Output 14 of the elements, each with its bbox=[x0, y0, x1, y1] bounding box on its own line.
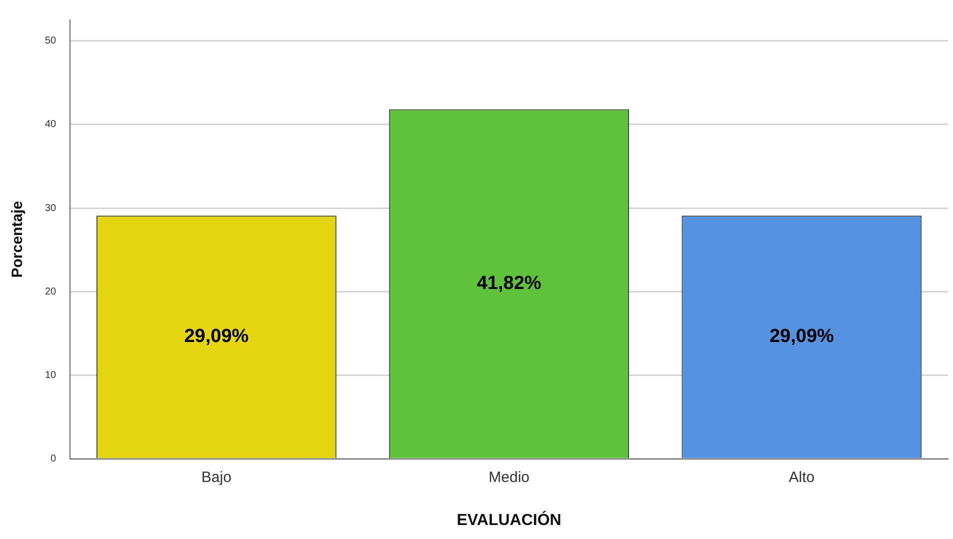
data-label: 29,09% bbox=[184, 326, 249, 348]
x-axis-title: EVALUACIÓN bbox=[456, 510, 562, 529]
y-tick-label: 20 bbox=[45, 286, 57, 298]
y-tick-label: 50 bbox=[45, 36, 57, 47]
data-label: 41,82% bbox=[476, 272, 542, 294]
y-tick-label: 0 bbox=[50, 454, 57, 465]
y-tick-label: 10 bbox=[45, 370, 57, 381]
x-tick-label: Alto bbox=[788, 468, 815, 486]
y-tick-label: 40 bbox=[45, 119, 57, 130]
x-tick-label: Medio bbox=[488, 468, 530, 486]
data-label: 29,09% bbox=[769, 326, 834, 348]
y-tick-label: 30 bbox=[45, 202, 57, 214]
y-axis-title: Porcentaje bbox=[9, 201, 26, 278]
x-tick-label: Bajo bbox=[201, 468, 232, 486]
